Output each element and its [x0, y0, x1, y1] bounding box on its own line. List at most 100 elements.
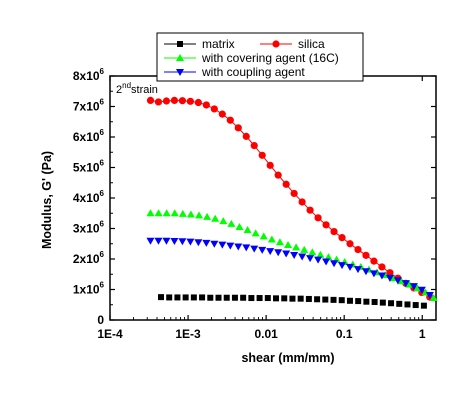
data-point: [242, 244, 251, 252]
legend-marker: [176, 54, 184, 61]
data-point: [157, 294, 164, 301]
data-point: [235, 222, 244, 230]
data-point: [396, 300, 403, 307]
data-point: [306, 255, 315, 263]
y-tick-label-exponent: 6: [100, 250, 105, 259]
strain-annotation-word: strain: [131, 84, 158, 96]
data-point: [404, 301, 411, 308]
data-point: [298, 198, 306, 206]
data-point: [250, 245, 259, 253]
data-point: [386, 269, 394, 277]
series-layer: [146, 96, 438, 309]
data-point: [322, 221, 330, 229]
data-point: [166, 294, 173, 301]
data-point: [154, 237, 163, 245]
y-tick-label: 5x106: [73, 159, 105, 175]
strain-annotation-number: 2: [116, 84, 122, 96]
y-axis-ticks: 01x1062x1063x1064x1065x1066x1067x1068x10…: [73, 67, 436, 327]
data-point: [346, 240, 354, 248]
data-point: [284, 240, 293, 248]
data-point: [330, 260, 339, 268]
legend-entry: with covering agent (16C): [164, 51, 339, 65]
data-point: [282, 250, 291, 258]
data-point: [314, 296, 321, 303]
legend-label: with coupling agent: [201, 65, 305, 79]
y-tick-label-base: 5x10: [73, 161, 100, 175]
legend-entry: with coupling agent: [164, 65, 305, 79]
data-point: [338, 297, 345, 304]
data-point: [182, 294, 189, 301]
y-tick-label-exponent: 6: [100, 159, 105, 168]
data-point: [385, 274, 394, 282]
data-point: [361, 268, 370, 276]
data-point: [412, 302, 419, 309]
data-point: [251, 229, 260, 237]
data-point: [207, 294, 214, 301]
data-point: [154, 209, 163, 217]
data-point: [202, 101, 210, 109]
x-tick-label: 0.1: [336, 327, 353, 341]
data-point: [178, 97, 187, 105]
y-tick-label: 2x106: [73, 250, 105, 266]
data-point: [405, 280, 414, 288]
data-point: [266, 161, 274, 169]
x-axis-ticks: 1E-4 1E-3 0.01 0.1 1: [97, 76, 426, 341]
data-point: [316, 250, 325, 258]
data-point: [388, 300, 395, 307]
data-point: [210, 105, 218, 113]
series-1: [146, 96, 434, 301]
data-point: [186, 238, 195, 246]
data-point: [227, 219, 236, 227]
data-point: [248, 295, 255, 302]
data-point: [178, 209, 187, 217]
legend-marker: [176, 69, 184, 76]
data-point: [393, 277, 402, 285]
y-tick-label-exponent: 6: [100, 189, 105, 198]
data-point: [305, 295, 312, 302]
data-point: [324, 253, 333, 261]
legend-label: silica: [298, 37, 325, 51]
data-point: [240, 294, 247, 301]
y-tick-label-base: 6x10: [73, 130, 100, 144]
data-point: [281, 295, 288, 302]
data-point: [297, 295, 304, 302]
y-tick-label: 1x106: [73, 281, 105, 297]
data-point: [215, 294, 222, 301]
data-point: [199, 294, 206, 301]
data-point: [219, 217, 228, 225]
data-point: [267, 235, 276, 243]
x-tick-label: 1E-3: [175, 327, 201, 341]
x-tick-label: 1E-4: [97, 327, 123, 341]
y-tick-label-exponent: 6: [100, 67, 105, 76]
data-point: [330, 296, 337, 303]
y-tick-label-base: 4x10: [73, 191, 100, 205]
data-point: [401, 280, 410, 288]
y-tick-label: 6x106: [73, 128, 105, 144]
legend-marker: [272, 40, 280, 48]
data-point: [314, 256, 323, 264]
data-point: [195, 211, 204, 219]
data-point: [425, 291, 434, 299]
data-point: [211, 214, 220, 222]
y-tick-label-exponent: 6: [100, 98, 105, 107]
y-tick-label-exponent: 6: [100, 128, 105, 137]
series-3: [146, 237, 434, 299]
y-axis-title: Modulus, G' (Pa): [40, 151, 54, 249]
x-tick-label: 0.01: [254, 327, 278, 341]
data-point: [300, 245, 309, 253]
data-point: [154, 98, 163, 106]
data-point: [362, 251, 370, 259]
data-point: [420, 302, 427, 309]
data-point: [290, 252, 299, 260]
data-point: [377, 272, 386, 280]
series-0: [157, 294, 427, 309]
data-point: [355, 298, 362, 305]
data-point: [226, 242, 235, 250]
data-point: [290, 189, 298, 198]
data-point: [210, 240, 219, 248]
data-point: [274, 171, 282, 179]
data-point: [379, 299, 386, 306]
data-point: [275, 238, 284, 246]
data-point: [194, 239, 203, 247]
